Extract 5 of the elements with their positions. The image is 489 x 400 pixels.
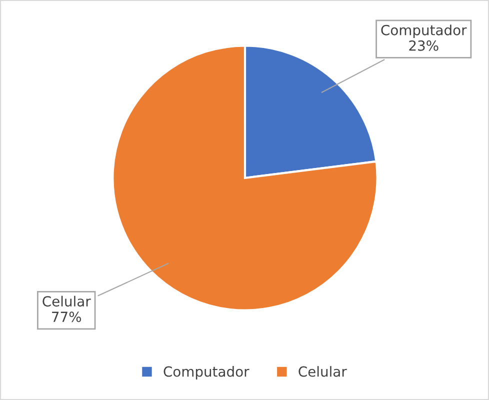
pie-slice — [112, 44, 378, 312]
legend-label: Celular — [298, 366, 347, 377]
legend-label: Computador — [164, 366, 250, 380]
data-label: Computador 23% — [381, 24, 467, 51]
data-label: Celular 77% — [42, 296, 91, 322]
